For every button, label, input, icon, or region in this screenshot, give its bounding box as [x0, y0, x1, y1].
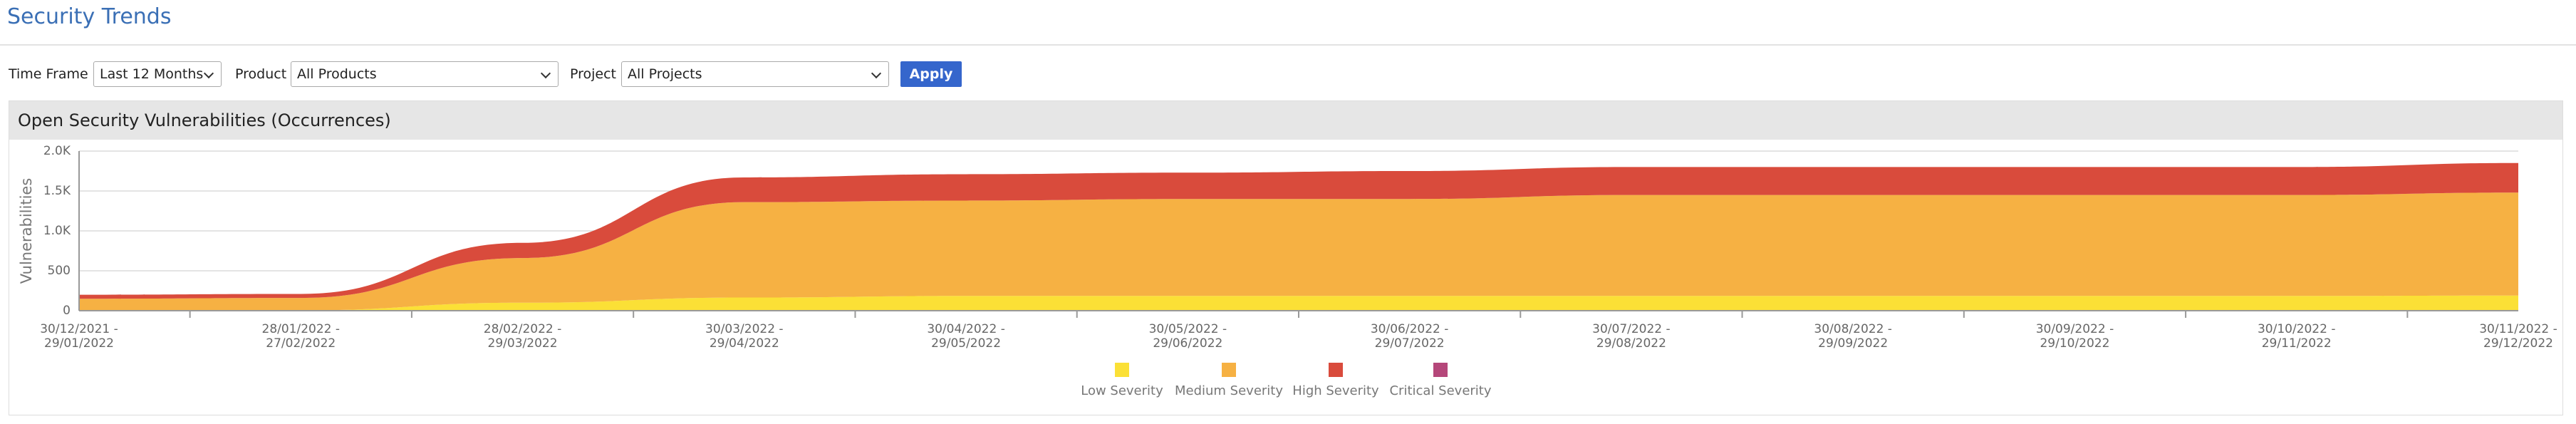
y-axis-label: Vulnerabilities: [18, 178, 35, 284]
x-tick-label: 30/06/2022 - 29/07/2022: [1370, 322, 1449, 351]
x-tick-label: 30/11/2022 - 29/12/2022: [2479, 322, 2557, 351]
legend-label: Low Severity: [1081, 383, 1163, 398]
y-tick-label: 2.0K: [43, 144, 71, 158]
filter-label: Time Frame: [9, 66, 88, 82]
panel-header: [9, 101, 2562, 140]
legend-swatch: [1433, 363, 1448, 377]
panel-title: Open Security Vulnerabilities (Occurrenc…: [18, 110, 391, 130]
filter-label: Project: [570, 66, 617, 82]
apply-button[interactable]: Apply: [900, 61, 962, 87]
area: [79, 295, 2518, 311]
area: [79, 162, 2518, 299]
x-tick-label: 28/01/2022 - 27/02/2022: [261, 322, 341, 351]
y-tick-label: 0: [63, 304, 71, 318]
x-tick-label: 30/04/2022 - 29/05/2022: [927, 322, 1005, 351]
divider: [0, 44, 2576, 46]
y-tick-label: 500: [48, 264, 71, 278]
legend-label: Medium Severity: [1175, 383, 1283, 398]
x-tick-label: 30/10/2022 - 29/11/2022: [2257, 322, 2336, 351]
y-tick-label: 1.0K: [43, 224, 71, 238]
area: [79, 192, 2518, 311]
x-tick-label: 30/07/2022 - 29/08/2022: [1592, 322, 1671, 351]
y-tick-label: 1.5K: [43, 184, 71, 198]
x-tick-label: 30/12/2021 - 29/01/2022: [40, 322, 118, 351]
legend-swatch: [1329, 363, 1343, 377]
x-tick-label: 30/05/2022 - 29/06/2022: [1148, 322, 1227, 351]
select[interactable]: All Products: [291, 61, 559, 87]
panel: [9, 100, 2563, 415]
x-tick-label: 30/03/2022 - 29/04/2022: [705, 322, 784, 351]
x-tick-label: 30/08/2022 - 29/09/2022: [1814, 322, 1892, 351]
legend-swatch: [1222, 363, 1236, 377]
legend-label: High Severity: [1292, 383, 1379, 398]
select[interactable]: Last 12 Months: [93, 61, 222, 87]
legend-swatch: [1115, 363, 1129, 377]
page-title: Security Trends: [7, 4, 172, 29]
x-tick-label: 28/02/2022 - 29/03/2022: [483, 322, 562, 351]
legend-label: Critical Severity: [1389, 383, 1491, 398]
select[interactable]: All Projects: [621, 61, 889, 87]
filter-label: Product: [235, 66, 287, 82]
x-tick-label: 30/09/2022 - 29/10/2022: [2035, 322, 2114, 351]
